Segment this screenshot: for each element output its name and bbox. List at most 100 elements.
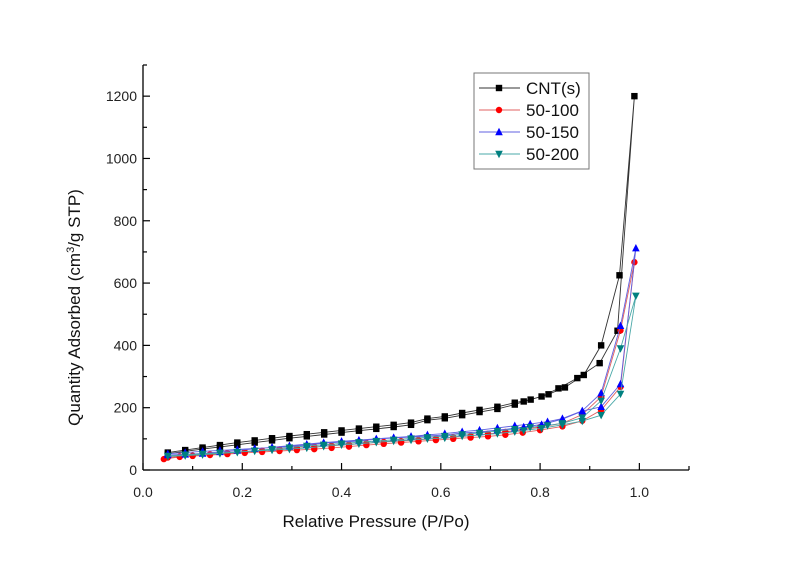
data-point bbox=[181, 452, 189, 460]
legend: CNT(s) 50-100 50-150 50-200 bbox=[473, 72, 590, 170]
data-point bbox=[526, 424, 534, 432]
y-tick-label: 600 bbox=[114, 275, 138, 291]
legend-label: 50-100 bbox=[526, 101, 579, 120]
x-axis-title: Relative Pressure (P/Po) bbox=[282, 512, 469, 531]
data-point bbox=[355, 439, 363, 447]
data-point bbox=[234, 439, 241, 446]
data-point bbox=[389, 436, 398, 444]
legend-item: 50-200 bbox=[479, 145, 579, 164]
data-point bbox=[616, 345, 625, 353]
series-50-100 bbox=[160, 259, 638, 463]
data-point bbox=[423, 434, 432, 442]
legend-marker bbox=[495, 84, 503, 92]
data-point bbox=[303, 442, 311, 451]
legend-marker bbox=[495, 150, 503, 159]
x-tick-label: 0.8 bbox=[530, 484, 550, 500]
data-point bbox=[494, 403, 501, 410]
y-tick-label: 200 bbox=[114, 400, 138, 416]
data-point bbox=[337, 440, 346, 448]
data-point bbox=[268, 435, 276, 442]
data-point bbox=[233, 449, 242, 457]
data-point bbox=[390, 421, 397, 429]
y-ticks: 0 200 400 600 800 1000 1200 bbox=[106, 64, 150, 478]
y-tick-label: 800 bbox=[114, 213, 138, 229]
data-point bbox=[338, 427, 345, 434]
data-point bbox=[597, 411, 605, 420]
data-point bbox=[545, 391, 552, 398]
legend-item: 50-150 bbox=[479, 123, 579, 142]
x-tick-label: 0.2 bbox=[233, 484, 253, 500]
data-point bbox=[537, 425, 546, 433]
data-point bbox=[574, 374, 581, 382]
data-point bbox=[372, 437, 381, 446]
legend-label: 50-200 bbox=[526, 145, 579, 164]
legend-item: CNT(s) bbox=[479, 79, 581, 98]
data-point bbox=[303, 430, 310, 438]
x-tick-label: 0.0 bbox=[133, 484, 153, 500]
data-point bbox=[320, 429, 328, 436]
x-ticks: 0.0 0.2 0.4 0.6 0.8 1.0 bbox=[133, 463, 690, 500]
data-point bbox=[164, 453, 172, 461]
data-point bbox=[616, 390, 625, 399]
x-tick-label: 0.4 bbox=[332, 484, 352, 500]
y-tick-label: 1000 bbox=[106, 150, 137, 166]
data-point bbox=[407, 419, 415, 426]
data-point bbox=[527, 396, 534, 403]
data-point bbox=[616, 321, 625, 329]
data-point bbox=[198, 451, 207, 459]
y-axis-title-unit: /g STP) bbox=[65, 189, 84, 247]
data-point bbox=[561, 384, 569, 391]
data-point bbox=[580, 371, 587, 379]
data-point bbox=[407, 435, 415, 443]
data-point bbox=[268, 445, 276, 454]
data-point bbox=[510, 425, 519, 434]
legend-box bbox=[473, 72, 590, 170]
data-point bbox=[555, 385, 562, 392]
data-point bbox=[519, 427, 528, 435]
data-point bbox=[632, 292, 640, 301]
data-point bbox=[424, 415, 431, 422]
data-point bbox=[286, 432, 293, 440]
series-line bbox=[167, 295, 637, 457]
data-point bbox=[616, 272, 623, 279]
y-axis-title-main: Quantity Adsorbed (cm bbox=[65, 253, 84, 426]
data-point bbox=[578, 414, 587, 422]
series-layer bbox=[160, 92, 640, 463]
axes-layer: 0.0 0.2 0.4 0.6 0.8 1.0 0 200 400 600 800 1000 1200 bbox=[106, 64, 690, 500]
series-50-200 bbox=[164, 292, 640, 461]
data-point bbox=[476, 406, 483, 414]
data-point bbox=[251, 437, 258, 444]
data-point bbox=[578, 406, 587, 415]
legend-marker bbox=[495, 106, 503, 114]
data-point bbox=[285, 444, 294, 452]
data-point bbox=[493, 427, 502, 436]
data-point bbox=[216, 450, 224, 458]
legend-label: CNT(s) bbox=[526, 79, 581, 98]
data-point bbox=[558, 420, 567, 428]
data-point bbox=[355, 425, 363, 432]
data-point bbox=[597, 342, 605, 349]
data-point bbox=[558, 414, 567, 422]
data-point bbox=[597, 402, 605, 410]
x-tick-label: 1.0 bbox=[630, 484, 650, 500]
data-point bbox=[216, 441, 224, 449]
series-line bbox=[163, 262, 635, 460]
y-tick-label: 400 bbox=[114, 337, 138, 353]
data-point bbox=[373, 423, 380, 430]
data-point bbox=[440, 432, 449, 441]
x-tick-label: 0.6 bbox=[431, 484, 451, 500]
legend-item: 50-100 bbox=[479, 101, 579, 120]
legend-label: 50-150 bbox=[526, 123, 579, 142]
y-tick-label: 1200 bbox=[106, 88, 137, 104]
y-axis-title: Quantity Adsorbed (cm3/g STP) bbox=[65, 189, 84, 426]
data-point bbox=[632, 243, 640, 252]
series-cnt-s bbox=[164, 92, 638, 457]
data-point bbox=[475, 429, 484, 438]
y-tick-label: 0 bbox=[129, 462, 137, 478]
data-point bbox=[597, 397, 605, 406]
data-point bbox=[631, 92, 638, 100]
legend-marker bbox=[495, 127, 503, 136]
data-point bbox=[458, 431, 466, 439]
data-point bbox=[511, 399, 518, 406]
